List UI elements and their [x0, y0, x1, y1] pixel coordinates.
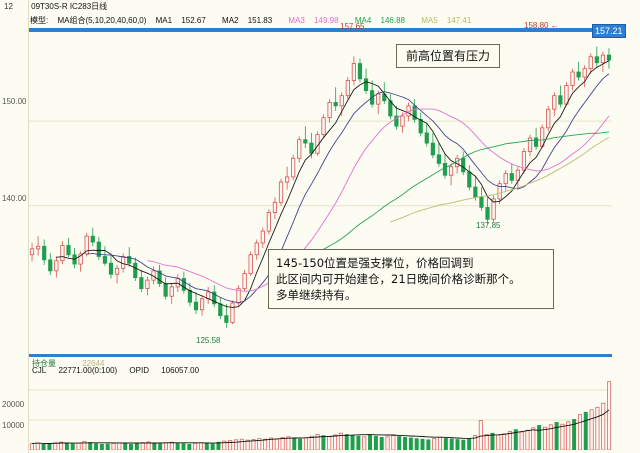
instrument-name: 09T30S-R IC283日线: [31, 2, 108, 11]
ma1-value: 152.67: [181, 16, 206, 25]
resistance-note-callout: 前高位置有压力: [396, 44, 501, 68]
ma4-value: 146.88: [380, 16, 405, 25]
ma3-legend: MA3 149.98: [288, 16, 347, 25]
ma4-name: MA4: [354, 16, 372, 25]
volume-axis-label-10000: 10000: [2, 421, 25, 430]
swing-low-marker: 137.85: [476, 221, 501, 230]
price-chart-pane[interactable]: [29, 28, 612, 358]
ma5-name: MA5: [421, 16, 438, 25]
oi-midvalue: 22644: [82, 359, 105, 368]
price-axis-label-140: 140.00: [2, 194, 27, 203]
ma1-name: MA1: [155, 16, 173, 25]
support-note-line-3: 多单继续持有。: [276, 288, 357, 302]
volume-chart-pane[interactable]: [29, 372, 612, 450]
ma2-value: 151.83: [247, 16, 273, 25]
volume-axis-label-20000: 20000: [2, 400, 25, 409]
ma5-value: 147.41: [446, 16, 472, 25]
price-axis-label-150: 150.00: [2, 97, 27, 106]
ma5-legend: MA5 147.41: [421, 16, 478, 25]
top-price-band: [29, 28, 612, 32]
support-note-line-1: 145-150位置是强支撑位，价格回调到: [276, 256, 474, 270]
ma1-legend: MA1 152.67: [156, 16, 215, 25]
high-price-marker: 157.65: [340, 22, 365, 31]
volume-legend-row: 持仓量 22644: [32, 358, 104, 369]
ma3-name: MA3: [288, 16, 305, 25]
peak-arrow-marker: 158.80 ←: [524, 21, 559, 30]
cjl-label: CJL: [32, 366, 47, 375]
ma4-legend: MA4 146.88: [355, 16, 414, 25]
opid-value: 106057.00: [161, 366, 200, 375]
resistance-note-text: 前高位置有压力: [406, 49, 491, 63]
oi-label: 持仓量: [32, 359, 56, 368]
bottom-low-marker: 125.58: [196, 336, 221, 345]
current-price-tag: 157.21: [592, 24, 626, 38]
ma2-legend: MA2 151.83: [222, 16, 281, 25]
support-note-line-2: 此区间内可开始建仓，21日晚间价格诊断那个。: [276, 272, 521, 286]
ma-legend-row: 模型: MA组合(5,10,20,40,60,0) MA1 152.67 MA2…: [30, 16, 485, 26]
volume-legend-row-2: CJL 22771.00(0:100) OPID 106057.00: [32, 366, 199, 375]
ma-formula: MA组合(5,10,20,40,60,0): [57, 16, 147, 25]
volume-canvas[interactable]: [29, 372, 612, 450]
axis-divider: [28, 0, 29, 453]
opid-label: OPID: [129, 366, 149, 375]
ma2-name: MA2: [222, 16, 239, 25]
bottom-price-band: [29, 354, 612, 357]
candlestick-canvas[interactable]: [29, 28, 612, 358]
cjl-value: 22771.00(0:100): [58, 366, 118, 375]
instrument-title-row: 12 09T30S-R IC283日线: [4, 2, 107, 12]
support-note-callout: 145-150位置是强支撑位，价格回调到 此区间内可开始建仓，21日晚间价格诊断…: [268, 249, 554, 309]
left-badge: 12: [4, 2, 13, 11]
ma3-value: 149.98: [314, 16, 339, 25]
model-label: 模型:: [30, 16, 49, 25]
